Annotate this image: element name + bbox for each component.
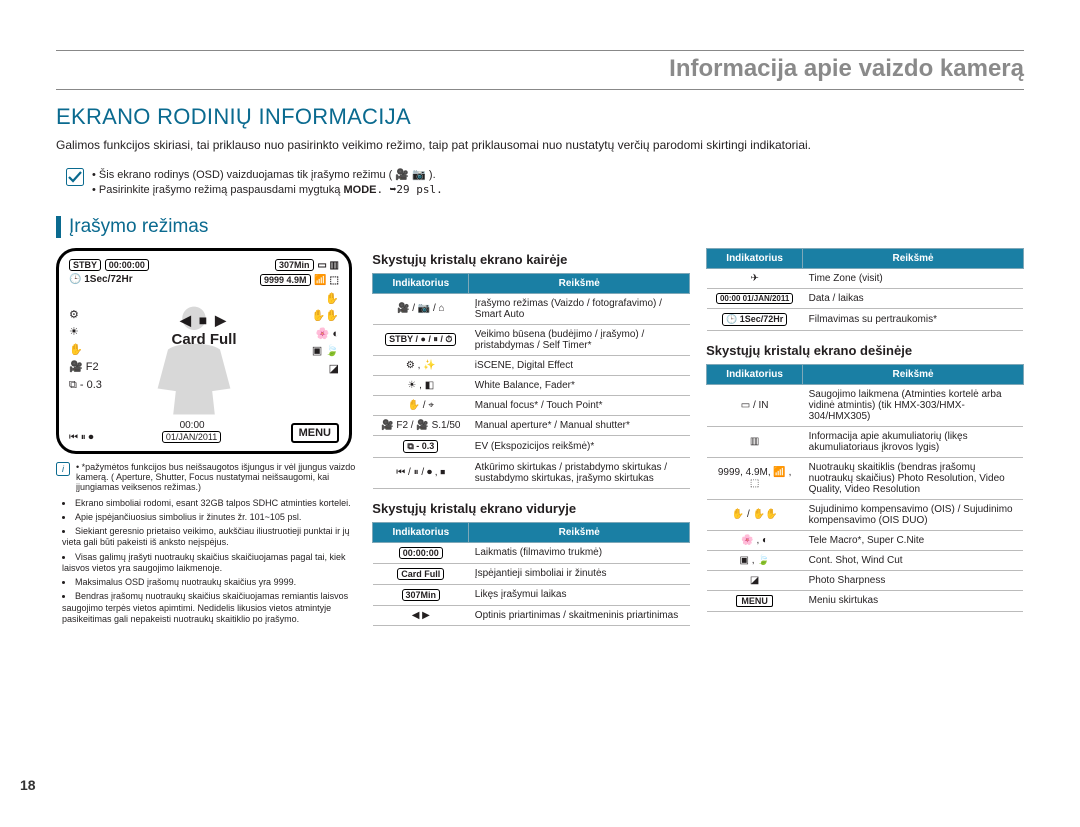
lcd-time: 00:00:00 [105, 259, 149, 271]
intro-paragraph: Galimos funkcijos skiriasi, tai priklaus… [56, 138, 1024, 152]
table-row: STBY / ● / ⏸ / ⏱Veikimo būsena (budėjimo… [373, 324, 690, 355]
top-rule [56, 50, 1024, 51]
left-table: IndikatoriusReikšmė 🎥 / 📷 / ⌂Įrašymo rež… [372, 273, 690, 489]
table-row: ⧉ - 0.3EV (Ekspozicijos reikšmė)* [373, 435, 690, 457]
info-icon: i [56, 462, 70, 476]
mid-table: IndikatoriusReikšmė 00:00:00Laikmatis (f… [372, 522, 690, 626]
th-indicator: Indikatorius [373, 273, 469, 293]
left-bullet-list: Ekrano simboliai rodomi, esant 32GB talp… [56, 498, 356, 626]
table-row: 9999, 4.9M, 📶 , ⬚Nuotraukų skaitiklis (b… [707, 457, 1024, 499]
table-row: ✋ / ⌖Manual focus* / Touch Point* [373, 395, 690, 415]
table-row: ▣ , 🍃Cont. Shot, Wind Cut [707, 550, 1024, 570]
lcd-stby: STBY [69, 259, 101, 271]
lcd-f2: 🎥 F2 [69, 361, 99, 373]
note-line-1: Šis ekrano rodinys (OSD) vaizduojamas ti… [99, 169, 436, 181]
silhouette-icon [129, 291, 259, 421]
bullet-item: Visas galimų įrašyti nuotraukų skaičius … [62, 552, 356, 575]
lcd-left-stack: ⚙☀✋🎥 F2⧉ - 0.3 [69, 307, 102, 395]
table-row: ▭ / INSaugojimo laikmena (Atminties kort… [707, 384, 1024, 426]
th-meaning: Reikšmė [803, 364, 1024, 384]
table-row: ✋ / ✋✋Sujudinimo kompensavimo (OIS) / Su… [707, 499, 1024, 530]
lcd-screen: STBY 00:00:00 307Min ▭ ▥ 🕒 1Sec/72Hr 999… [56, 248, 352, 454]
note-line-2a: Pasirinkite įrašymo režimą paspausdami m… [99, 184, 344, 196]
lcd-remain: 307Min [275, 259, 314, 271]
table-row: ⚙ , ✨iSCENE, Digital Effect [373, 355, 690, 375]
lcd-menu-button: MENU [291, 423, 339, 443]
right-table-title: Skystųjų kristalų ekrano dešinėje [706, 343, 1024, 358]
table-row: ◀ ▶Optinis priartinimas / skaitmeninis p… [373, 605, 690, 625]
table-row: 🎥 / 📷 / ⌂Įrašymo režimas (Vaizdo / fotog… [373, 293, 690, 324]
table-row: ◪Photo Sharpness [707, 570, 1024, 590]
left-note: *pažymėtos funkcijos bus neišsaugotos iš… [76, 462, 355, 492]
r1-table: IndikatoriusReikšmė ✈Time Zone (visit) 0… [706, 248, 1024, 331]
lcd-bottom-time: 00:00 [162, 420, 222, 431]
table-row: 307MinLikęs įrašymui laikas [373, 584, 690, 605]
table-row: MENUMeniu skirtukas [707, 590, 1024, 611]
table-row: 🎥 F2 / 🎥 S.1/50Manual aperture* / Manual… [373, 415, 690, 435]
th-meaning: Reikšmė [469, 522, 690, 542]
th-indicator: Indikatorius [707, 364, 803, 384]
th-indicator: Indikatorius [373, 522, 469, 542]
table-row: ⏮ / ⏸ / ⏺ , ⏹Atkūrimo skirtukas / prista… [373, 457, 690, 488]
mid-table-title: Skystųjų kristalų ekrano viduryje [372, 501, 690, 516]
table-row: ▥Informacija apie akumuliatorių (likęs a… [707, 426, 1024, 457]
section-title: EKRANO RODINIŲ INFORMACIJA [56, 104, 1024, 130]
note-mode: MODE [343, 184, 376, 196]
th-meaning: Reikšmė [469, 273, 690, 293]
table-row: 00:00 01/JAN/2011Data / laikas [707, 288, 1024, 308]
page-number: 18 [20, 777, 36, 793]
lcd-row2b: 9999 4.9M [260, 274, 311, 286]
table-row: Card FullĮspėjantieji simboliai ir žinut… [373, 563, 690, 584]
bullet-item: Ekrano simboliai rodomi, esant 32GB talp… [62, 498, 356, 509]
lcd-ev: ⧉ - 0.3 [69, 379, 102, 391]
note-line-2c: . ➥29 psl. [376, 183, 442, 196]
th-indicator: Indikatorius [707, 248, 803, 268]
th-meaning: Reikšmė [803, 248, 1024, 268]
lcd-bottom-date: 01/JAN/2011 [162, 431, 221, 443]
lcd-right-stack: ✋✋✋🌸 ◐▣ 🍃◪ [312, 291, 339, 379]
table-row: ✈Time Zone (visit) [707, 268, 1024, 288]
page-header-title: Informacija apie vaizdo kamerą [56, 55, 1024, 90]
bullet-item: Apie įspėjančiuosius simbolius ir žinute… [62, 512, 356, 523]
bullet-item: Siekiant geresnio prietaiso veikimo, auk… [62, 526, 356, 549]
subsection-title: Įrašymo režimas [56, 216, 1024, 238]
left-table-title: Skystųjų kristalų ekrano kairėje [372, 252, 690, 267]
lcd-row2a: 🕒 1Sec/72Hr [69, 274, 133, 285]
bullet-item: Bendras įrašomų nuotraukų skaičius skaič… [62, 591, 356, 625]
note-lines: • Šis ekrano rodinys (OSD) vaizduojamas … [92, 168, 443, 198]
lcd-playback-icons: ⏮ ⏸ ⏺ [69, 432, 94, 443]
bullet-item: Maksimalus OSD įrašomų nuotraukų skaičiu… [62, 577, 356, 588]
note-box: • Šis ekrano rodinys (OSD) vaizduojamas … [56, 162, 1024, 204]
table-row: 🌸 , ◐Tele Macro*, Super C.Nite [707, 530, 1024, 550]
table-row: 🕒 1Sec/72HrFilmavimas su pertraukomis* [707, 308, 1024, 330]
table-row: 00:00:00Laikmatis (filmavimo trukmė) [373, 542, 690, 563]
check-icon [66, 168, 84, 186]
lcd-row2c: 📶 ⬚ [314, 275, 339, 286]
table-row: ☀ , ◧White Balance, Fader* [373, 375, 690, 395]
right-table: IndikatoriusReikšmė ▭ / INSaugojimo laik… [706, 364, 1024, 612]
